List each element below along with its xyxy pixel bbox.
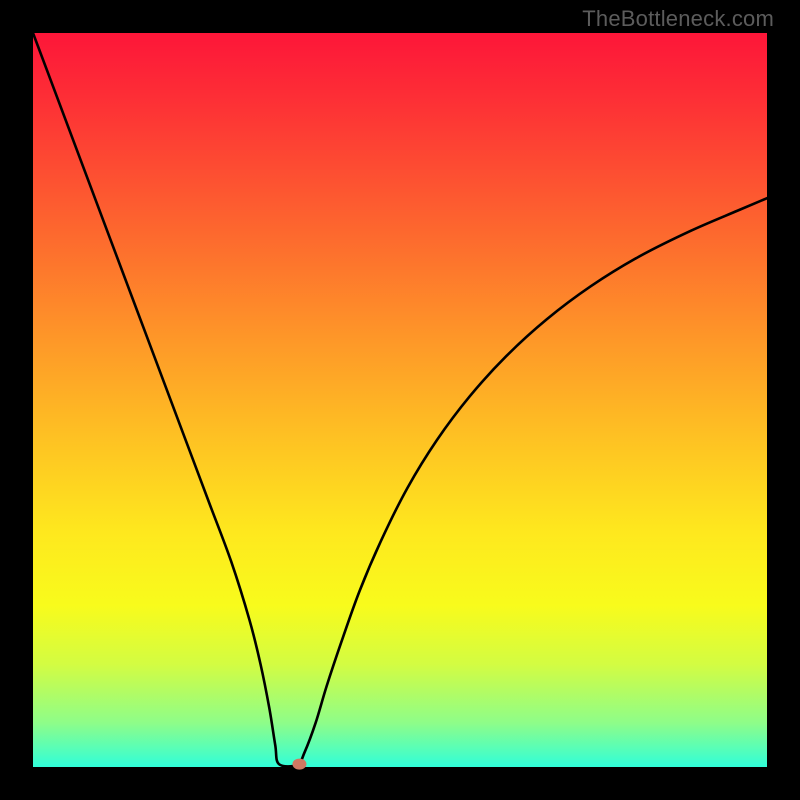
chart-container: TheBottleneck.com	[0, 0, 800, 800]
watermark-text: TheBottleneck.com	[582, 6, 774, 32]
bottleneck-chart	[0, 0, 800, 800]
optimal-point-marker	[292, 759, 306, 770]
chart-plot-area	[33, 33, 767, 767]
